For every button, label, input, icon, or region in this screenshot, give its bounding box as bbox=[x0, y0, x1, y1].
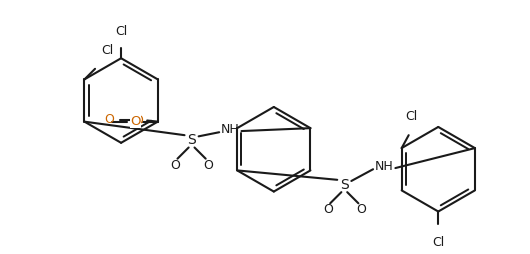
Text: Cl: Cl bbox=[405, 110, 417, 123]
Text: S: S bbox=[340, 178, 349, 192]
Text: Cl: Cl bbox=[432, 236, 444, 249]
Text: O: O bbox=[104, 113, 114, 126]
Text: O: O bbox=[356, 203, 366, 216]
Text: O: O bbox=[323, 203, 333, 216]
Text: NH: NH bbox=[374, 160, 393, 173]
Text: O: O bbox=[203, 159, 213, 172]
Text: Cl: Cl bbox=[115, 25, 127, 38]
Text: O: O bbox=[170, 159, 180, 172]
Text: O: O bbox=[130, 115, 140, 128]
Text: O: O bbox=[133, 114, 143, 127]
Text: NH: NH bbox=[220, 123, 239, 136]
Text: S: S bbox=[187, 133, 196, 147]
Text: Cl: Cl bbox=[101, 44, 113, 57]
